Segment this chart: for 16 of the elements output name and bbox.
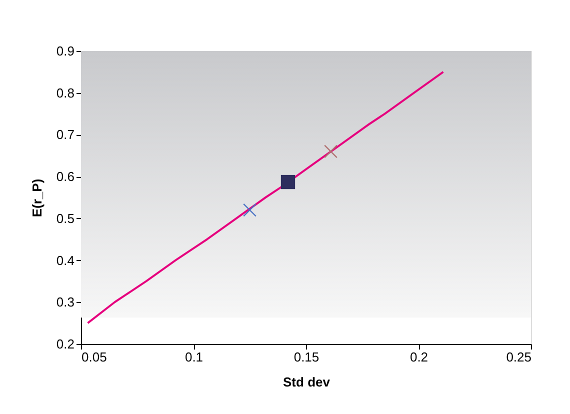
line-series <box>86 70 444 324</box>
x-tick-label: 0.15 <box>294 350 320 364</box>
y-tick-label: 0.9 <box>56 44 74 58</box>
y-tick-label: 0.2 <box>56 336 74 352</box>
y-tick-label: 0.6 <box>56 169 74 184</box>
x-tick-label: 0.05 <box>82 350 107 364</box>
x-tick-label: 0.1 <box>184 350 204 364</box>
y-tick-label: 0.7 <box>56 127 74 142</box>
y-tick-label: 0.5 <box>56 210 74 226</box>
y-tick-label: 0.4 <box>56 252 74 268</box>
x-axis-title: Std dev <box>283 374 331 390</box>
y-tick-label: 0.8 <box>56 85 74 100</box>
y-tick-label: 0.3 <box>56 294 74 310</box>
x-tick-label: 0.25 <box>506 350 532 364</box>
y-axis-title: E(r_P) <box>29 178 44 218</box>
x-tick-label: 0.2 <box>410 350 428 364</box>
